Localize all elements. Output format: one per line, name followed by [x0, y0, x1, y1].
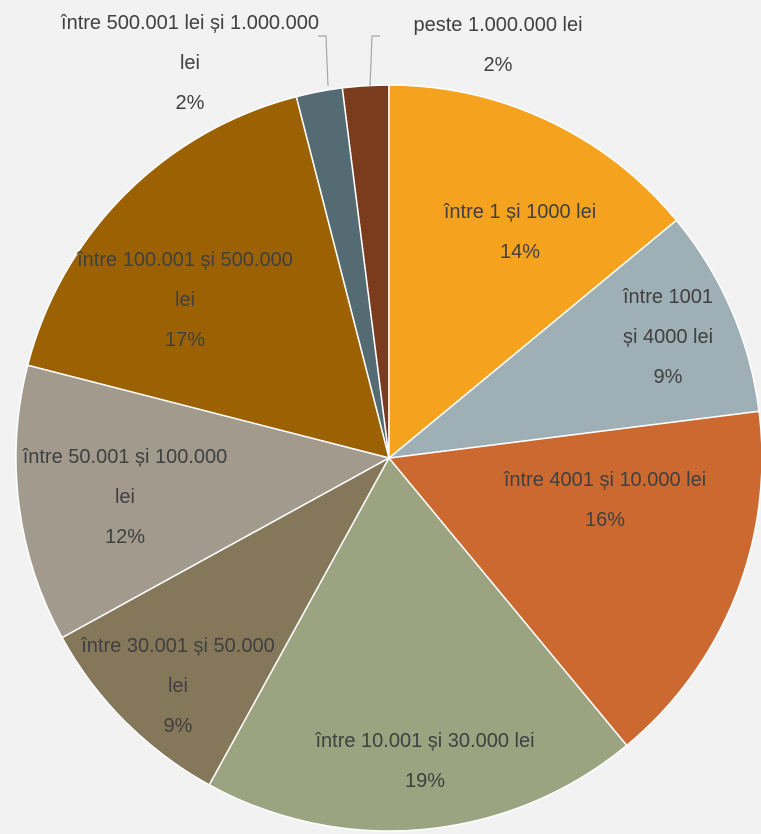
slice-name: între 10.001 și 30.000 lei: [315, 730, 535, 752]
slice-name: între 1001 și 4000 lei: [622, 286, 714, 348]
slice-name: între 50.001 și 100.000 lei: [22, 446, 228, 508]
slice-name: între 1 și 1000 lei: [443, 201, 597, 223]
leader-line: [318, 35, 329, 87]
slice-percent: 16%: [584, 509, 626, 531]
slice-name: peste 1.000.000 lei: [413, 14, 583, 36]
data-label: între 100.001 și 500.000 lei 17%: [75, 240, 295, 360]
pie-slice: [386, 219, 760, 460]
data-label: între 4001 și 10.000 lei 16%: [455, 460, 755, 540]
slice-percent: 2%: [483, 54, 513, 76]
leader-line: [369, 35, 380, 87]
pie-slice: [61, 456, 391, 786]
slice-name: între 500.001 lei și 1.000.000 lei: [61, 12, 319, 74]
slice-name: între 30.001 și 50.000 lei: [81, 635, 275, 697]
data-label: între 500.001 lei și 1.000.000 lei 2%: [60, 3, 320, 123]
pie-slice: [26, 95, 391, 460]
slice-percent: 9%: [653, 366, 683, 388]
data-label: între 50.001 și 100.000 lei 12%: [20, 437, 230, 557]
pie-slice: [388, 84, 678, 460]
data-label: între 30.001 și 50.000 lei 9%: [78, 626, 278, 746]
data-label: între 10.001 și 30.000 lei 19%: [305, 721, 545, 801]
slice-percent: 9%: [163, 715, 193, 737]
data-label: între 1 și 1000 lei 14%: [400, 192, 640, 272]
slice-percent: 14%: [499, 241, 541, 263]
pie-slice: [387, 410, 761, 747]
slice-name: între 4001 și 10.000 lei: [503, 469, 707, 491]
pie-slice: [15, 364, 392, 639]
data-label: între 1001 și 4000 lei 9%: [618, 277, 718, 397]
slice-percent: 17%: [164, 329, 206, 351]
slice-percent: 2%: [175, 92, 205, 114]
slice-name: între 100.001 și 500.000 lei: [77, 249, 293, 311]
slice-percent: 19%: [404, 770, 446, 792]
pie-slice: [208, 456, 628, 832]
data-label: peste 1.000.000 lei 2%: [368, 5, 628, 85]
slice-percent: 12%: [104, 526, 146, 548]
